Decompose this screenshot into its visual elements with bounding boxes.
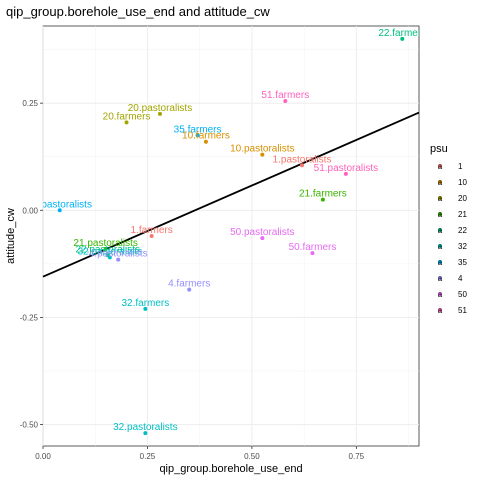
legend-label: 32 <box>458 242 467 251</box>
legend-key-glyph: a <box>438 226 443 235</box>
data-point <box>143 431 148 436</box>
y-tick-label: -0.25 <box>20 313 39 322</box>
data-point <box>107 255 112 260</box>
point-label: 4.farmers <box>168 279 210 290</box>
point-label: 1.farmers <box>131 225 173 236</box>
legend-label: 22 <box>458 226 467 235</box>
point-label: 4.pastoralists <box>89 249 148 260</box>
point-label: 51.pastoralists <box>314 163 378 174</box>
legend-key-glyph: a <box>438 290 443 299</box>
legend-label: 4 <box>458 274 463 283</box>
point-label: 21.pastoralists <box>73 238 137 249</box>
data-point <box>343 171 348 176</box>
x-axis-label: qip_group.borehole_use_end <box>159 463 302 475</box>
point-label: 20.farmers <box>103 111 151 122</box>
legend-key <box>438 260 442 264</box>
point-label: 51.farmers <box>261 90 309 101</box>
point-label: 50.pastoralists <box>230 227 294 238</box>
legend-key <box>438 276 442 280</box>
legend-key-glyph: a <box>438 210 443 219</box>
legend-title: psu <box>430 143 448 155</box>
legend-key <box>438 244 442 248</box>
point-label: 35.farmers <box>174 124 222 135</box>
x-tick-label: 0.50 <box>244 452 260 461</box>
data-point <box>149 234 154 238</box>
point-label: 32.pastoralists <box>113 422 177 433</box>
legend-key <box>438 164 442 168</box>
y-tick-label: 0.00 <box>22 206 38 215</box>
point-label: 35.pastoralists <box>27 199 91 210</box>
legend-label: 10 <box>458 178 467 187</box>
legend-key-glyph: a <box>438 194 443 203</box>
data-point <box>116 257 121 262</box>
data-point <box>283 99 288 103</box>
grid-major <box>42 26 419 446</box>
legend-key-glyph: a <box>438 306 443 315</box>
legend-key <box>438 228 442 232</box>
x-tick-label: 0.25 <box>140 452 156 461</box>
point-label: 10.pastoralists <box>230 144 294 155</box>
data-point <box>187 287 192 292</box>
y-tick-label: -0.50 <box>20 421 39 430</box>
point-label: 20.pastoralists <box>128 103 192 114</box>
data-point <box>195 133 200 138</box>
legend-key <box>438 196 442 200</box>
point-label: 22.farmers <box>378 28 426 39</box>
point-label: 1.pastoralists <box>273 154 332 165</box>
point-label: 32.farmers <box>121 298 169 309</box>
x-axis-ticks: 0.00 0.25 0.50 0.75 <box>35 446 365 461</box>
legend-label: 20 <box>458 194 467 203</box>
data-point <box>310 251 315 256</box>
point-label: 21.farmers <box>299 189 347 200</box>
legend-label: 21 <box>458 210 467 219</box>
data-point <box>143 306 148 311</box>
point-label: 22.pastoralists <box>76 244 140 255</box>
legend-label: 50 <box>458 290 467 299</box>
data-point <box>320 197 325 202</box>
x-tick-label: 0.75 <box>349 452 365 461</box>
data-point <box>124 120 129 125</box>
points-layer <box>57 36 405 436</box>
legend-key-glyph: a <box>438 178 443 187</box>
point-label: 50.farmers <box>289 242 337 253</box>
data-point <box>400 36 405 41</box>
data-point <box>203 139 208 144</box>
legend-key <box>438 308 442 312</box>
data-point <box>57 208 62 213</box>
legend-key-glyph: a <box>438 274 443 283</box>
legend-key-glyph: a <box>438 162 443 171</box>
legend: psu a 1 a 10 a 20 a 21 a 22 a 32 a 35 a 4 a 50 a 51 <box>430 143 467 315</box>
legend-key <box>438 180 442 184</box>
chart-title: qip_group.borehole_use_end and attitude_… <box>6 4 270 19</box>
data-point <box>260 236 265 241</box>
legend-label: 35 <box>458 258 467 267</box>
point-label: 10.farmers <box>182 131 230 142</box>
legend-key <box>438 212 442 216</box>
point-labels-layer: 22.farmers 51.farmers 20.pastoralists20.fa… <box>27 28 426 433</box>
data-point <box>157 111 162 116</box>
data-point <box>300 163 305 168</box>
y-axis-ticks: -0.50 -0.25 0.00 0.25 <box>20 99 43 430</box>
legend-key-glyph: a <box>438 258 443 267</box>
data-point <box>260 152 265 157</box>
point-label: 32.pastoralists <box>78 246 142 257</box>
y-tick-label: 0.25 <box>22 99 38 108</box>
legend-key <box>438 292 442 296</box>
legend-key-glyph: a <box>438 242 443 251</box>
data-point <box>103 246 108 251</box>
y-axis-label: attitude_cw <box>5 208 17 264</box>
legend-label: 1 <box>458 162 463 171</box>
x-tick-label: 0.00 <box>35 452 51 461</box>
legend-label: 51 <box>458 306 467 315</box>
